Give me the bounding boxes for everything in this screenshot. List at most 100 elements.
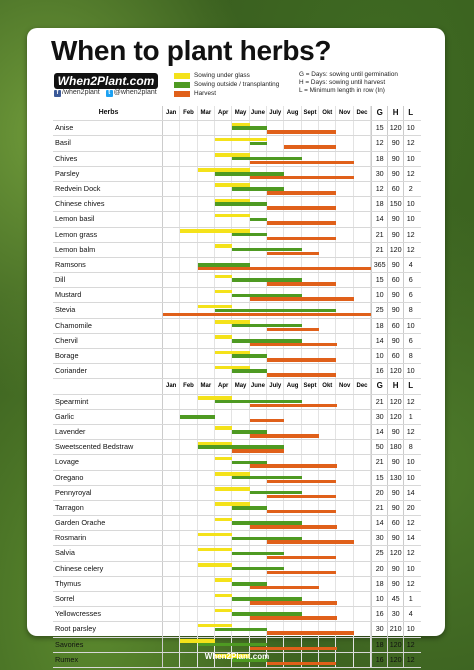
month-cell — [284, 622, 302, 637]
value-g: 30 — [371, 622, 387, 637]
table-row[interactable]: Basil 12 90 12 — [53, 136, 421, 152]
legend-swatch — [174, 72, 190, 79]
harvest-bar — [249, 434, 320, 438]
month-cell — [180, 242, 198, 257]
table-row[interactable]: Chinese chives 18 150 10 — [53, 197, 421, 213]
month-cell — [302, 455, 320, 470]
month-cell — [337, 424, 354, 440]
header-month: July — [267, 106, 285, 121]
month-cell — [163, 485, 181, 500]
month-cell — [302, 409, 320, 424]
table-row[interactable]: Sweetscented Bedstraw 50 180 8 — [53, 440, 421, 456]
table-row[interactable]: Salvia 25 120 12 — [53, 546, 421, 562]
table-row[interactable]: Lemon grass 21 90 12 — [53, 227, 421, 243]
value-l: 4 — [403, 257, 417, 273]
month-cell — [302, 592, 320, 607]
month-cell — [337, 121, 354, 136]
value-h: 180 — [387, 440, 403, 455]
sowing-glass-bar — [215, 517, 233, 522]
month-cell — [163, 440, 181, 455]
harvest-bar — [284, 145, 337, 149]
month-cell — [163, 151, 181, 166]
month-cell — [337, 485, 354, 500]
month-cell — [163, 592, 181, 607]
table-row[interactable]: Lemon balm 21 120 12 — [53, 242, 421, 258]
table-row[interactable]: Thymus 18 90 12 — [53, 576, 421, 592]
month-cell — [354, 652, 372, 667]
month-cell — [163, 364, 181, 379]
table-row[interactable]: Borage 10 60 8 — [53, 349, 421, 365]
table-row[interactable]: Ramsons 365 90 4 — [53, 257, 421, 274]
table-row[interactable]: Coriander 16 120 10 — [53, 364, 421, 380]
harvest-bar — [249, 403, 337, 408]
table-row[interactable]: Lovage 21 90 10 — [53, 455, 421, 471]
sowing-glass-bar — [215, 183, 250, 187]
month-cell — [337, 546, 354, 561]
facebook-link[interactable]: f/when2plant — [54, 89, 100, 97]
month-cell — [163, 409, 181, 424]
value-g: 20 — [371, 561, 387, 576]
month-cell — [163, 303, 181, 318]
table-row[interactable]: Yellowcresses 16 30 4 — [53, 607, 421, 623]
month-cell — [337, 212, 354, 227]
table-row[interactable]: Lavender 14 90 12 — [53, 424, 421, 441]
month-cell — [337, 455, 354, 470]
month-cell — [180, 181, 198, 197]
month-cell — [354, 181, 372, 197]
table-row[interactable]: Chinese celery 20 90 10 — [53, 561, 421, 577]
harvest-bar — [267, 130, 337, 134]
twitter-link[interactable]: t @when2plant — [105, 89, 157, 97]
table-row[interactable]: Chives 18 90 10 — [53, 151, 421, 167]
value-g: 21 — [371, 500, 387, 516]
table-row[interactable]: Dill 15 60 6 — [53, 273, 421, 289]
value-l: 12 — [403, 546, 417, 561]
table-row[interactable]: Oregano 15 130 10 — [53, 470, 421, 486]
brand-logo[interactable]: When2Plant.com — [54, 73, 158, 89]
value-l: 8 — [403, 349, 417, 364]
month-cell — [337, 227, 354, 242]
table-row[interactable]: Pennyroyal 20 90 14 — [53, 485, 421, 501]
table-row[interactable]: Redvein Dock 12 60 2 — [53, 181, 421, 198]
month-cell — [302, 288, 320, 303]
herb-name: Lemon balm — [53, 242, 163, 257]
month-cell — [284, 637, 302, 652]
table-row[interactable]: Sorrel 10 45 1 — [53, 592, 421, 608]
table-row[interactable]: Garden Orache 14 60 12 — [53, 516, 421, 532]
table-row[interactable]: Tarragon 21 90 20 — [53, 500, 421, 517]
sowing-outside-bar — [232, 156, 302, 161]
table-row[interactable]: Stevia 25 90 8 — [53, 303, 421, 319]
herb-name: Chervil — [53, 333, 163, 348]
herb-name: Salvia — [53, 546, 163, 561]
table-row[interactable]: Root parsley 30 210 10 — [53, 622, 421, 638]
month-cell — [337, 531, 354, 546]
value-h: 30 — [387, 607, 403, 622]
month-cell — [337, 500, 354, 516]
table-row[interactable]: Parsley 30 90 12 — [53, 166, 421, 182]
harvest-bar — [249, 525, 337, 529]
value-g: 14 — [371, 212, 387, 227]
value-g: 50 — [371, 440, 387, 455]
table-row[interactable]: Lemon basil 14 90 10 — [53, 212, 421, 228]
table-row[interactable]: Chamomile 18 60 10 — [53, 318, 421, 334]
table-row[interactable]: Chervil 14 90 6 — [53, 333, 421, 349]
month-cell — [354, 197, 372, 212]
month-cell — [215, 273, 233, 288]
sowing-outside-bar — [232, 658, 268, 662]
month-cell — [319, 455, 337, 470]
month-cell — [163, 455, 181, 470]
sowing-outside-bar — [232, 278, 302, 282]
month-cell — [180, 349, 198, 364]
table-row[interactable]: Anise 15 120 10 — [53, 121, 421, 137]
month-cell — [163, 166, 181, 181]
table-row[interactable]: Rosmarin 30 90 14 — [53, 531, 421, 547]
table-row[interactable]: Garlic 30 120 1 — [53, 409, 421, 425]
table-header: Jan Feb Mar Apr May June July Aug Sept Okt Nov Dec G… — [53, 379, 421, 395]
month-cell — [215, 561, 233, 576]
month-cell — [180, 561, 198, 576]
table-row[interactable]: Rumex 16 120 12 — [53, 652, 421, 668]
table-row[interactable]: Savories 18 120 12 — [53, 637, 421, 653]
value-h: 150 — [387, 197, 403, 212]
month-cell — [354, 257, 372, 273]
table-row[interactable]: Mustard 10 90 6 — [53, 288, 421, 304]
table-row[interactable]: Spearmint 21 120 12 — [53, 394, 421, 410]
